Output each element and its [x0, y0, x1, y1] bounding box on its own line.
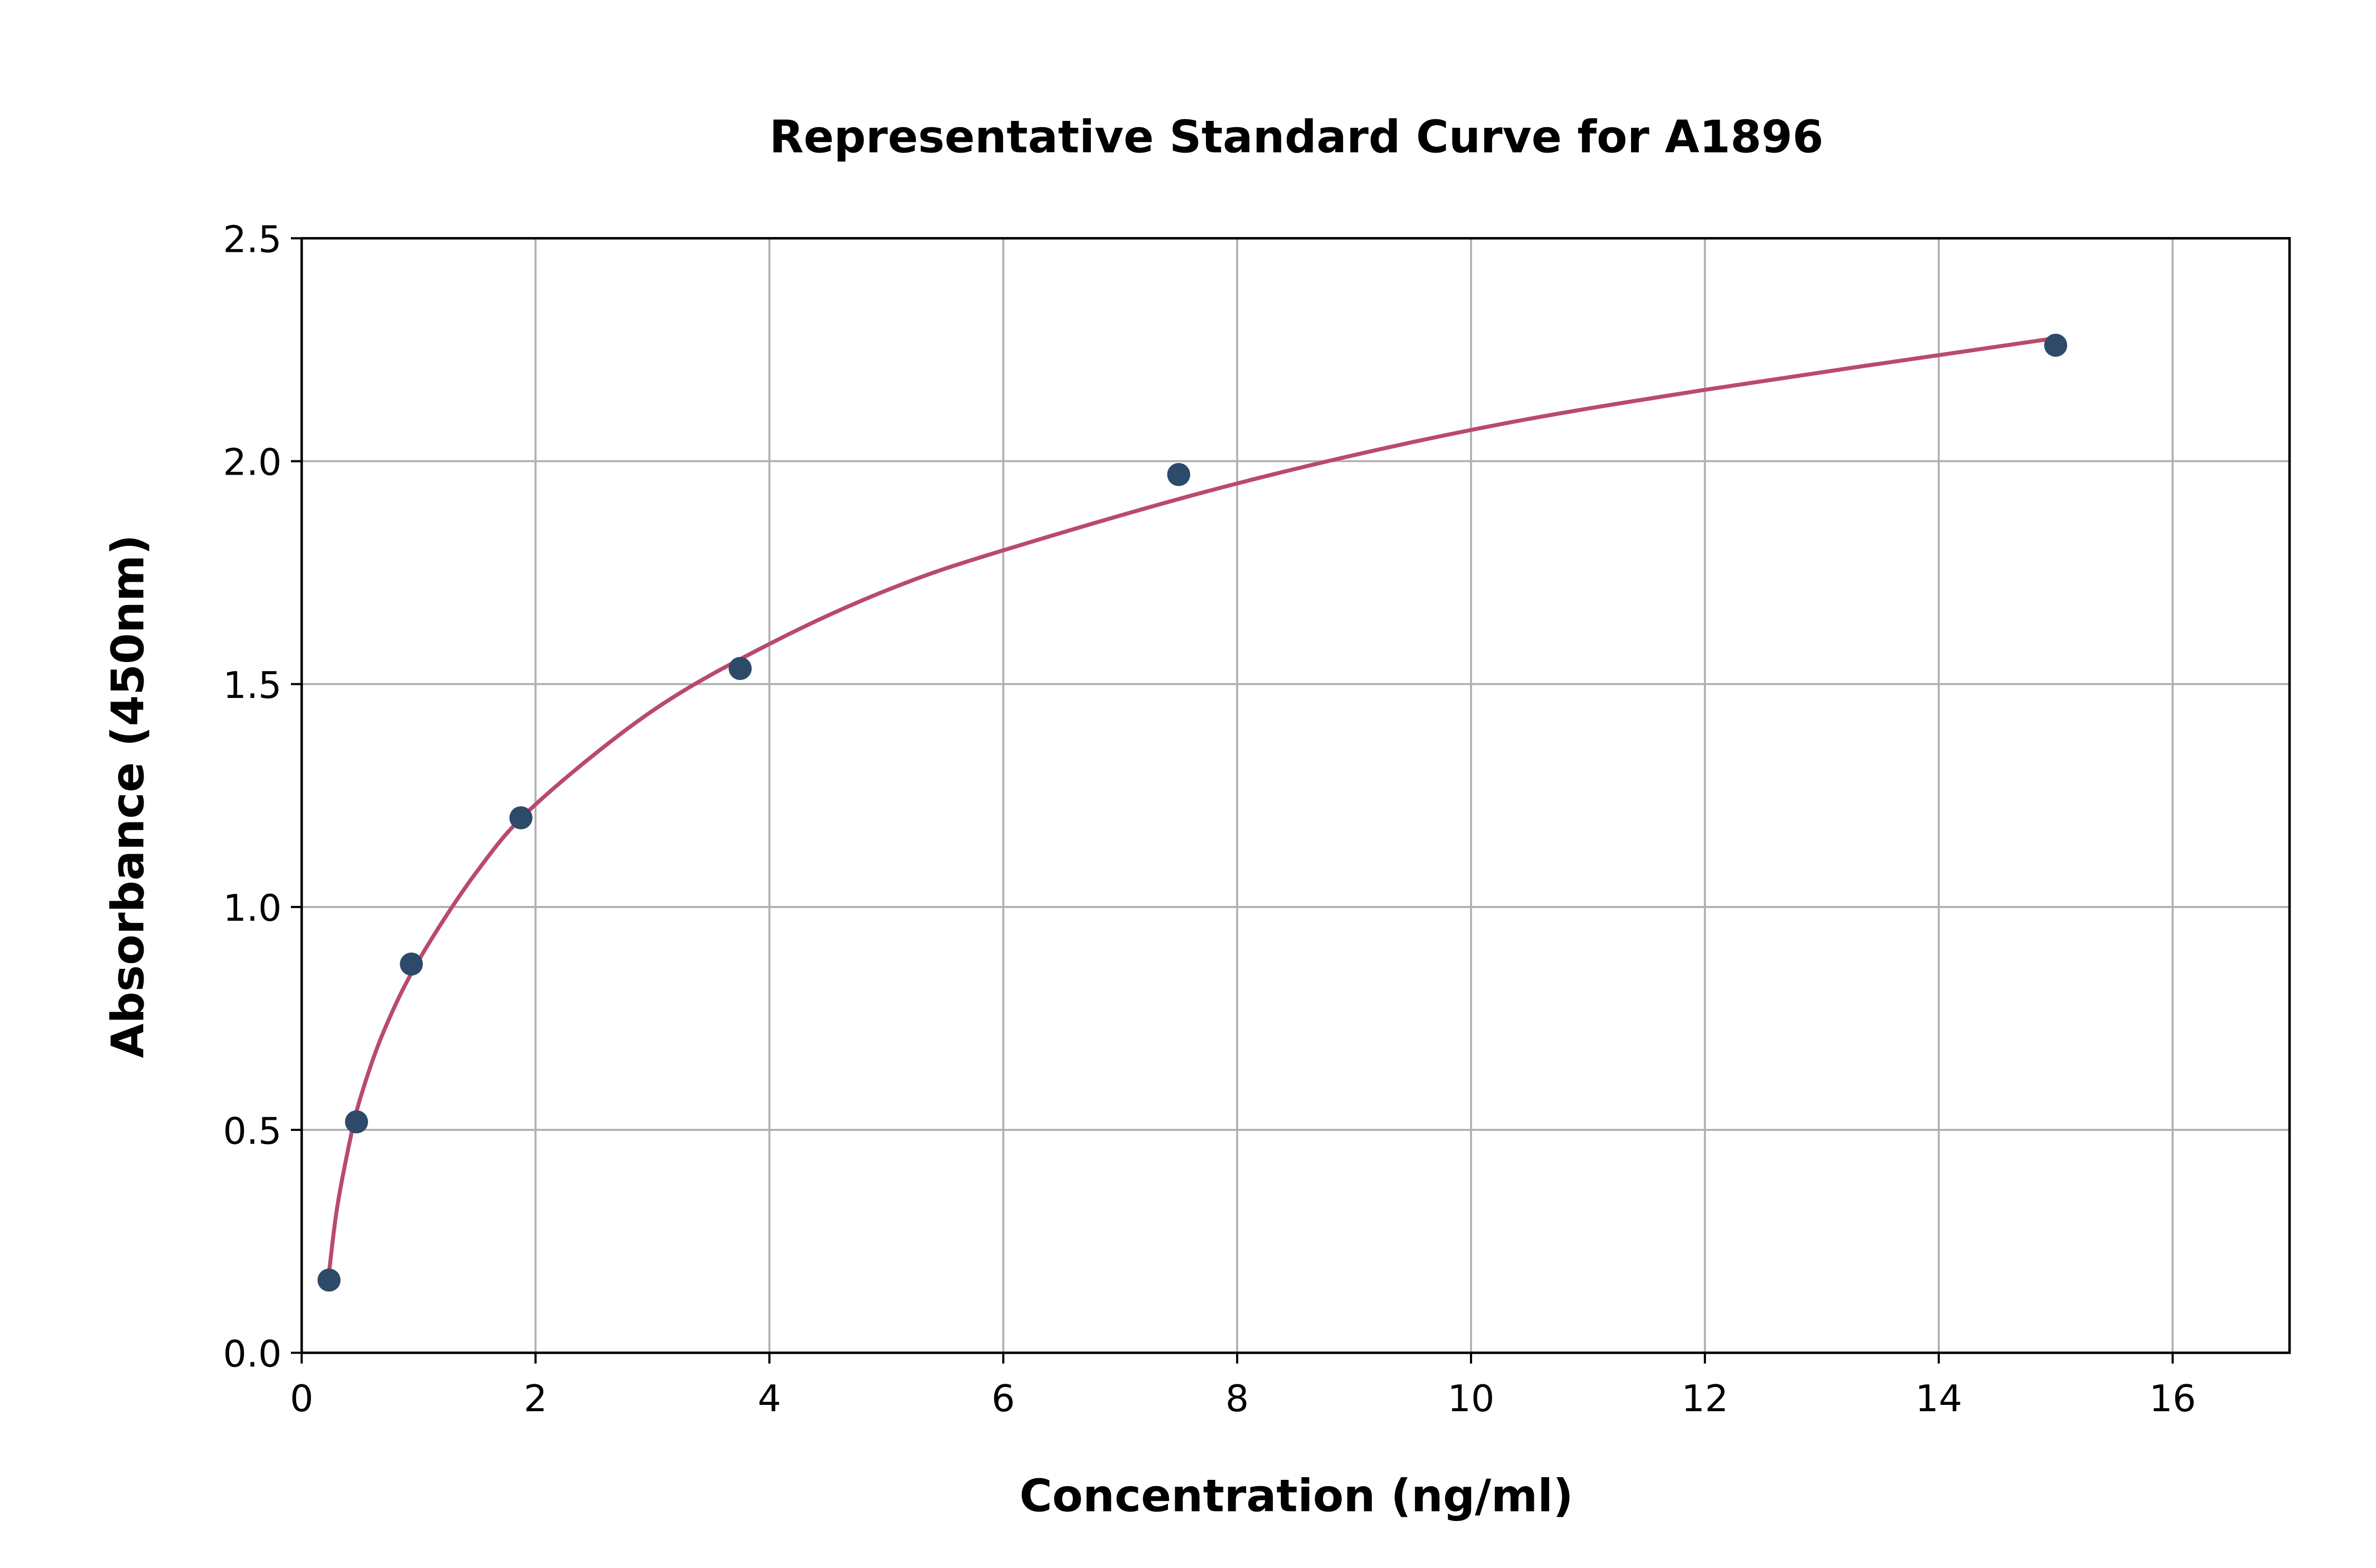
x-tick-label: 14 [1915, 1377, 1962, 1420]
y-tick-label: 0.0 [223, 1333, 281, 1376]
x-tick-label: 6 [992, 1377, 1015, 1420]
x-tick-label: 4 [758, 1377, 781, 1420]
data-point [729, 657, 752, 681]
y-tick-label: 1.5 [223, 664, 281, 707]
y-axis: 0.0 0.5 1.0 1.5 2.0 2.5 [223, 219, 302, 1376]
data-point [317, 1268, 341, 1292]
data-point [509, 806, 533, 829]
y-tick-label: 0.5 [223, 1110, 281, 1153]
x-tick-label: 12 [1681, 1377, 1728, 1420]
grid [301, 238, 2290, 1353]
x-axis-label: Concentration (ng/ml) [1020, 1470, 1573, 1522]
data-point [1167, 463, 1191, 486]
x-tick-label: 2 [524, 1377, 547, 1420]
plot-frame [300, 237, 2291, 1354]
x-tick-label: 16 [2149, 1377, 2196, 1420]
chart-title: Representative Standard Curve for A1896 [769, 111, 1823, 163]
fit-curve [327, 336, 2056, 1273]
y-tick-label: 2.5 [223, 219, 281, 261]
x-axis: 0 2 4 6 8 10 12 14 16 [290, 1353, 2196, 1420]
y-tick-label: 1.0 [223, 887, 281, 930]
y-axis-label: Absorbance (450nm) [102, 535, 154, 1058]
y-tick-label: 2.0 [223, 441, 281, 484]
data-point [345, 1110, 369, 1134]
data-point [400, 952, 423, 976]
data-points-layer [317, 334, 2068, 1292]
x-tick-label: 8 [1225, 1377, 1249, 1420]
data-point [2044, 334, 2068, 357]
x-tick-label: 10 [1448, 1377, 1495, 1420]
fit-curve-layer [327, 336, 2056, 1273]
x-tick-label: 0 [290, 1377, 313, 1420]
